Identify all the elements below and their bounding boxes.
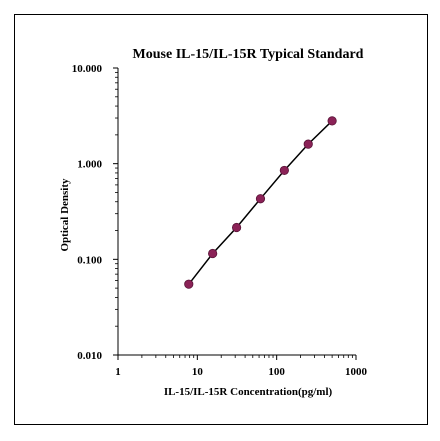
data-point	[208, 248, 218, 259]
y-tick-label: 1.000	[77, 159, 102, 171]
x-axis-label: IL-15/IL-15R Concentration(pg/ml)	[164, 386, 333, 398]
chart-title: Mouse IL-15/IL-15R Typical Standard	[133, 47, 364, 62]
data-point	[184, 279, 194, 289]
data-point	[255, 194, 266, 204]
axis-ticks: 1 10 100 1000 0.010 0.100 1.000 10.000	[72, 63, 368, 378]
y-tick-label: 0.010	[77, 350, 102, 362]
data-point	[279, 165, 289, 176]
series-layer	[184, 116, 337, 289]
x-tick-label: 100	[268, 366, 285, 378]
x-tick-label: 10	[192, 366, 204, 378]
x-tick-label: 1	[115, 366, 121, 378]
y-tick-label: 10.000	[72, 63, 103, 75]
data-point	[327, 116, 337, 126]
y-tick-label: 0.100	[77, 254, 102, 266]
data-point	[303, 139, 313, 149]
y-axis-label: Optical Density	[59, 178, 71, 252]
data-point	[231, 222, 242, 233]
x-tick-label: 1000	[345, 366, 368, 378]
plot-area	[117, 68, 356, 356]
